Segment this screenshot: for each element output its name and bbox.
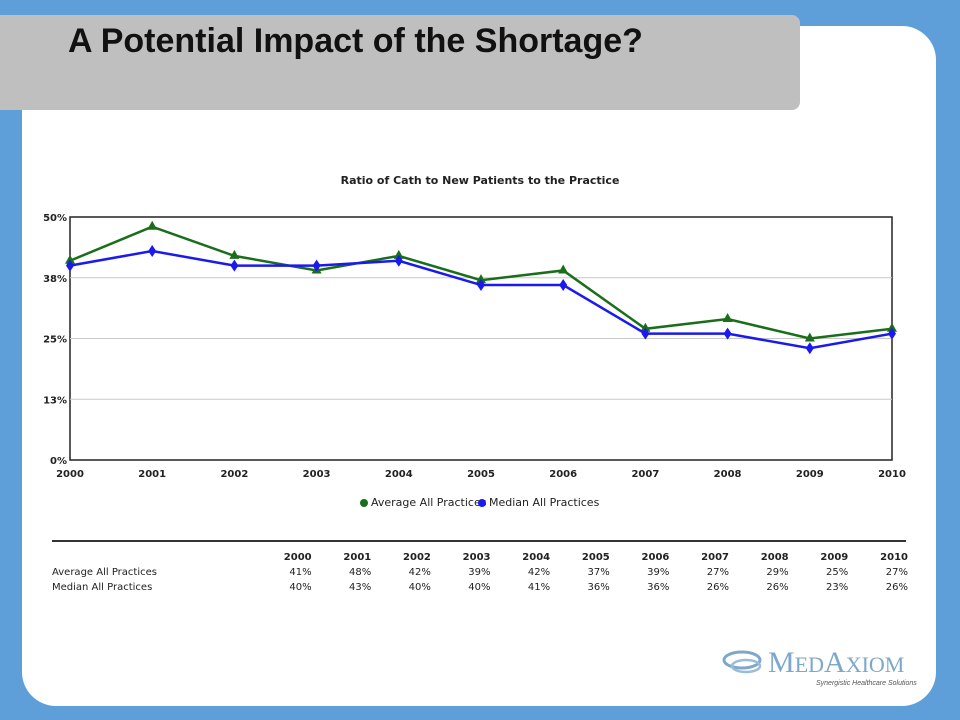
legend-marker-average [360, 498, 368, 507]
table-header-row: 2000 2001 2002 2003 2004 2005 2006 2007 2008 2009… [52, 550, 908, 565]
table-row: Median All Practices 40% 43% 40% 40% 41% 36% 36… [52, 580, 908, 595]
data-point-median [312, 259, 321, 272]
table-cell: 29% [766, 567, 789, 578]
table-cell: 25% [826, 567, 849, 578]
table-cell: 48% [349, 567, 372, 578]
table-header-year: 2003 [462, 552, 491, 563]
y-tick-label: 13% [43, 395, 67, 406]
data-point-average [65, 254, 75, 264]
chart-title: Ratio of Cath to New Patients to the Pra… [340, 174, 620, 187]
table-cell: 36% [647, 582, 670, 593]
table-header-year: 2002 [403, 552, 431, 563]
y-tick-label: 25% [43, 335, 67, 346]
data-point-average [393, 249, 404, 259]
data-point-average [804, 332, 815, 342]
table-cell: 27% [885, 567, 908, 578]
legend-marker-median [478, 498, 486, 507]
y-tick-label: 38% [43, 274, 67, 285]
data-point-average [558, 264, 569, 274]
table-cell: 26% [706, 582, 729, 593]
table-header-year: 2001 [343, 552, 372, 563]
slide-title: A Potential Impact of the Shortage? [68, 22, 643, 60]
legend-item-average: Average All Practices [360, 496, 486, 509]
table-cell: 40% [408, 582, 431, 593]
table-header-year: 2000 [283, 552, 312, 563]
table-cell: 41% [527, 582, 551, 593]
x-tick-label: 2007 [631, 469, 659, 480]
data-table: 2000 2001 2002 2003 2004 2005 2006 2007 2008 2009… [52, 550, 908, 595]
table-header-year: 2005 [581, 552, 610, 563]
table-cell: 27% [706, 567, 729, 578]
legend-item-median: Median All Practices [478, 496, 599, 509]
table-cell: 43% [349, 582, 372, 593]
x-tick-label: 2010 [878, 469, 906, 480]
x-tick-label: 2008 [714, 469, 742, 480]
table-cell: 39% [468, 567, 491, 578]
data-point-average [476, 274, 486, 284]
medaxiom-logo: MEDAXIOM Synergistic Healthcare Solution… [720, 642, 920, 692]
data-point-average [640, 322, 651, 332]
data-point-median [723, 327, 732, 340]
table-header-year: 2010 [880, 552, 908, 563]
logo-wordmark: MEDAXIOM [768, 646, 905, 679]
table-row: Average All Practices 41% 48% 42% 39% 42% 37% 3… [52, 565, 908, 580]
table-header-year: 2009 [820, 552, 849, 563]
data-point-median [888, 327, 896, 340]
table-cell: 23% [826, 582, 849, 593]
data-point-median [641, 327, 650, 340]
x-tick-label: 2000 [56, 469, 84, 480]
data-point-median [559, 279, 568, 292]
x-tick-label: 2001 [138, 469, 166, 480]
x-tick-label: 2002 [220, 469, 248, 480]
table-cell: 42% [527, 567, 551, 578]
table-header-year: 2008 [760, 552, 789, 563]
y-tick-label: 50% [43, 213, 67, 224]
x-tick-label: 2003 [303, 469, 331, 480]
data-point-median [230, 259, 239, 272]
table-divider [52, 540, 906, 542]
table-cell: 41% [289, 567, 312, 578]
table-cell: 39% [647, 567, 670, 578]
data-point-median [394, 254, 403, 267]
table-corner [52, 550, 252, 565]
table-cell: 36% [587, 582, 610, 593]
x-tick-label: 2006 [549, 469, 577, 480]
table-cell: 40% [289, 582, 312, 593]
table-header-year: 2007 [701, 552, 729, 563]
table-row-label: Average All Practices [52, 567, 157, 578]
data-point-average [229, 249, 240, 259]
swirl-logo-icon [722, 650, 762, 674]
table-cell: 26% [766, 582, 789, 593]
x-tick-label: 2005 [467, 469, 495, 480]
table-header-year: 2006 [641, 552, 670, 563]
legend-label-median: Median All Practices [489, 496, 600, 509]
data-point-median [805, 342, 814, 355]
data-point-average [722, 313, 733, 323]
logo-tagline: Synergistic Healthcare Solutions [816, 680, 917, 687]
table-header-year: 2004 [522, 552, 551, 563]
data-point-average [147, 220, 158, 230]
data-point-median [148, 245, 157, 258]
data-point-median [477, 279, 485, 292]
data-point-average [887, 322, 897, 332]
x-tick-label: 2004 [385, 469, 413, 480]
table-cell: 37% [587, 567, 610, 578]
table-cell: 40% [468, 582, 491, 593]
table-cell: 42% [408, 567, 431, 578]
legend-label-average: Average All Practices [371, 496, 487, 509]
title-banner [0, 15, 800, 110]
data-point-median [66, 259, 74, 272]
x-tick-label: 2009 [796, 469, 824, 480]
table-row-label: Median All Practices [52, 582, 153, 593]
y-tick-label: 0% [50, 456, 67, 467]
table-cell: 26% [885, 582, 908, 593]
